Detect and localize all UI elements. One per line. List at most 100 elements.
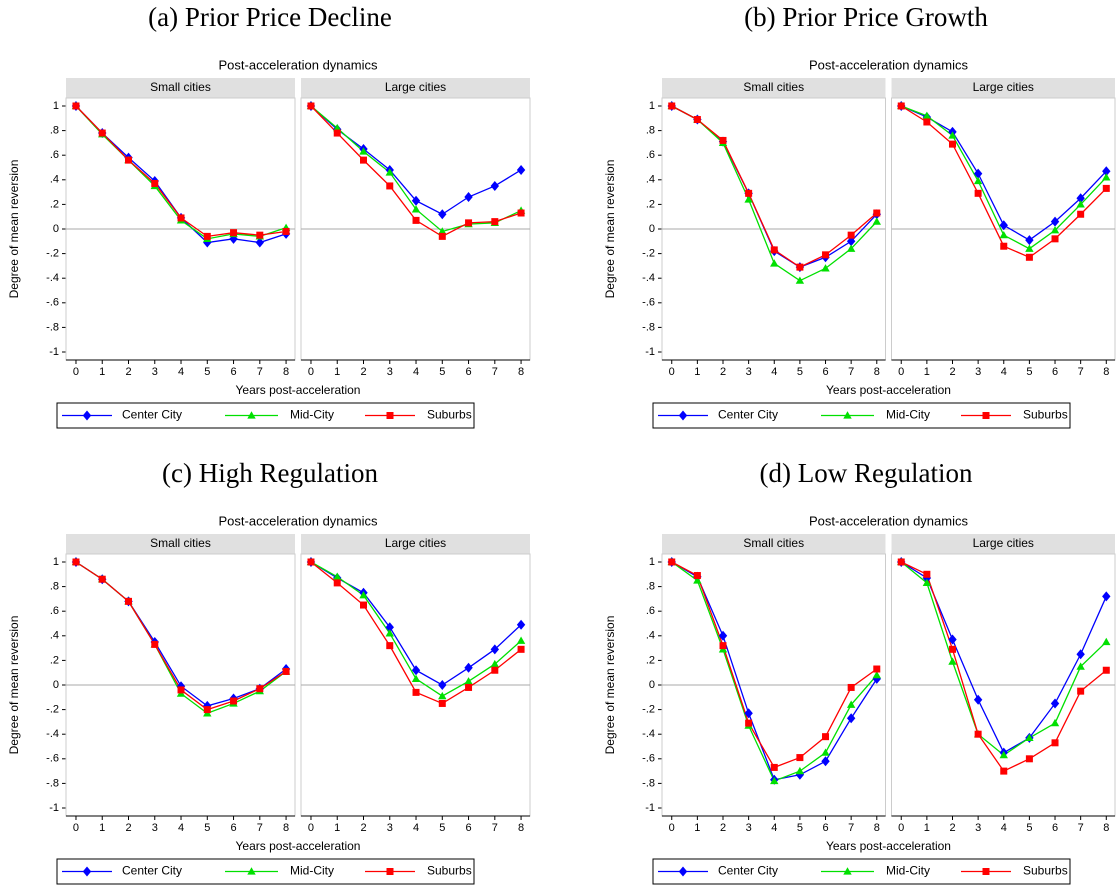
x-tick-label: 5 bbox=[439, 366, 445, 378]
data-point bbox=[949, 140, 957, 148]
x-tick-label: 8 bbox=[1103, 366, 1109, 378]
x-tick-label: 8 bbox=[283, 366, 289, 378]
x-tick-label: 5 bbox=[1026, 366, 1032, 378]
data-point bbox=[923, 118, 931, 126]
data-point bbox=[385, 622, 394, 633]
data-point bbox=[203, 232, 211, 240]
legend-marker bbox=[247, 867, 256, 875]
y-tick-label: .8 bbox=[646, 125, 655, 137]
strip bbox=[662, 534, 886, 554]
x-tick-label: 0 bbox=[669, 822, 675, 834]
legend-marker bbox=[678, 866, 688, 877]
x-axis-label: Years post-acceleration bbox=[826, 839, 951, 853]
data-point bbox=[1025, 235, 1034, 246]
x-tick-label: 8 bbox=[518, 366, 524, 378]
x-tick-label: 7 bbox=[257, 366, 263, 378]
x-tick-label: 2 bbox=[125, 366, 131, 378]
data-point bbox=[821, 264, 830, 272]
x-tick-label: 2 bbox=[720, 822, 726, 834]
data-point bbox=[1025, 244, 1034, 252]
x-tick-label: 3 bbox=[746, 822, 752, 834]
strip-title: Large cities bbox=[385, 536, 446, 550]
data-point bbox=[847, 683, 855, 691]
x-tick-label: 3 bbox=[975, 822, 981, 834]
data-point bbox=[1000, 242, 1008, 250]
data-point bbox=[846, 236, 856, 247]
data-point bbox=[846, 244, 856, 252]
data-point bbox=[770, 259, 779, 267]
data-point bbox=[230, 697, 238, 705]
x-tick-label: 2 bbox=[949, 822, 955, 834]
data-point bbox=[1077, 210, 1085, 218]
data-point bbox=[438, 227, 447, 235]
x-tick-label: 0 bbox=[898, 366, 904, 378]
data-point bbox=[464, 192, 473, 203]
data-point bbox=[719, 642, 727, 650]
y-axis-label: Degree of mean reversion bbox=[7, 160, 21, 299]
data-point bbox=[897, 558, 905, 566]
data-point bbox=[177, 214, 185, 222]
x-tick-label: 4 bbox=[413, 366, 419, 378]
data-point bbox=[333, 579, 341, 587]
data-point bbox=[411, 195, 421, 206]
data-point bbox=[464, 677, 473, 685]
data-point bbox=[1050, 226, 1060, 234]
chart-title: Post-acceleration dynamics bbox=[809, 57, 968, 72]
x-tick-label: 2 bbox=[949, 366, 955, 378]
data-point bbox=[1025, 755, 1033, 763]
data-point bbox=[846, 700, 856, 708]
legend-marker bbox=[82, 866, 92, 877]
data-point bbox=[847, 231, 855, 239]
data-point bbox=[1102, 666, 1110, 674]
y-tick-label: .8 bbox=[646, 581, 655, 593]
x-tick-label: 3 bbox=[975, 366, 981, 378]
strip-title: Small cities bbox=[743, 80, 804, 94]
data-point bbox=[897, 102, 905, 110]
data-point bbox=[516, 619, 526, 630]
chart-title: Post-acceleration dynamics bbox=[219, 57, 378, 72]
x-tick-label: 1 bbox=[99, 366, 105, 378]
y-tick-label: .6 bbox=[646, 149, 655, 161]
data-point bbox=[922, 572, 932, 583]
data-point bbox=[386, 182, 394, 190]
x-tick-label: 3 bbox=[387, 366, 393, 378]
x-tick-label: 6 bbox=[465, 822, 471, 834]
chart-title: Post-acceleration dynamics bbox=[809, 513, 968, 528]
data-point bbox=[256, 231, 264, 239]
x-tick-label: 1 bbox=[694, 366, 700, 378]
y-tick-label: -1 bbox=[49, 802, 59, 814]
chart-title: Post-acceleration dynamics bbox=[219, 513, 378, 528]
data-point bbox=[999, 220, 1008, 231]
x-tick-label: 7 bbox=[848, 366, 854, 378]
x-tick-label: 8 bbox=[874, 366, 880, 378]
x-tick-label: 7 bbox=[492, 366, 498, 378]
data-point bbox=[999, 230, 1008, 239]
x-tick-label: 0 bbox=[898, 822, 904, 834]
data-point bbox=[1000, 767, 1008, 775]
data-point bbox=[744, 708, 753, 719]
data-point bbox=[1051, 235, 1059, 243]
x-tick-label: 4 bbox=[178, 366, 184, 378]
data-point bbox=[490, 644, 500, 655]
panel-caption: (d) Low Regulation bbox=[760, 458, 973, 488]
data-point bbox=[1050, 698, 1060, 709]
y-tick-label: 1 bbox=[649, 100, 655, 112]
data-point bbox=[412, 216, 420, 224]
y-tick-label: -.2 bbox=[46, 704, 59, 716]
data-point bbox=[464, 662, 473, 673]
data-point bbox=[1076, 193, 1085, 204]
x-tick-label: 3 bbox=[387, 822, 393, 834]
data-point bbox=[465, 683, 473, 691]
strip bbox=[66, 78, 295, 98]
legend-marker bbox=[843, 867, 852, 875]
data-point bbox=[282, 227, 290, 235]
data-point bbox=[1051, 739, 1059, 747]
data-point bbox=[438, 209, 447, 220]
data-point bbox=[872, 670, 881, 679]
data-point bbox=[693, 572, 701, 580]
strip bbox=[301, 534, 530, 554]
x-tick-label: 6 bbox=[822, 366, 828, 378]
x-tick-label: 5 bbox=[1026, 822, 1032, 834]
x-tick-label: 5 bbox=[204, 366, 210, 378]
